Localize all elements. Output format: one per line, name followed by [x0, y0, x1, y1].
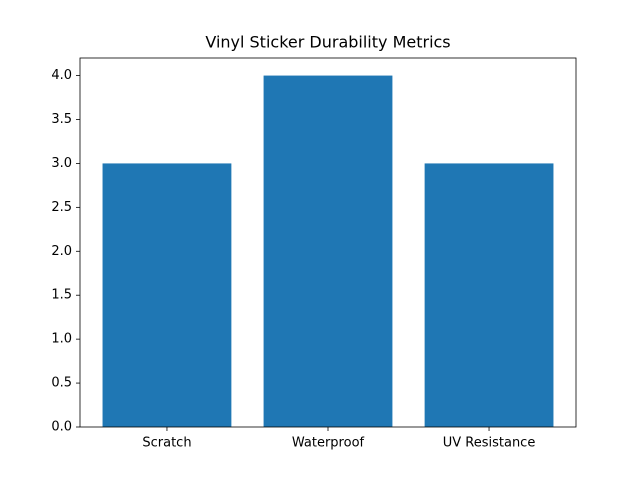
bar	[424, 163, 554, 427]
y-tick-label: 1.0	[51, 332, 72, 347]
y-tick-label: 2.0	[51, 244, 72, 259]
y-tick-label: 4.0	[51, 68, 72, 83]
bar	[102, 163, 232, 427]
plot-frame	[79, 57, 577, 428]
y-tick-label: 3.5	[51, 112, 72, 127]
y-tick-label: 3.0	[51, 156, 72, 171]
bar	[263, 75, 393, 428]
y-tick-label: 2.5	[51, 200, 72, 215]
y-tick-label: 0.5	[51, 376, 72, 391]
chart-title: Vinyl Sticker Durability Metrics	[205, 33, 450, 52]
x-tick-label: Scratch	[142, 436, 191, 451]
x-tick-label: UV Resistance	[443, 436, 536, 451]
y-tick-label: 0.0	[51, 420, 72, 435]
x-tick-label: Waterproof	[292, 436, 365, 451]
y-tick-label: 1.5	[51, 288, 72, 303]
